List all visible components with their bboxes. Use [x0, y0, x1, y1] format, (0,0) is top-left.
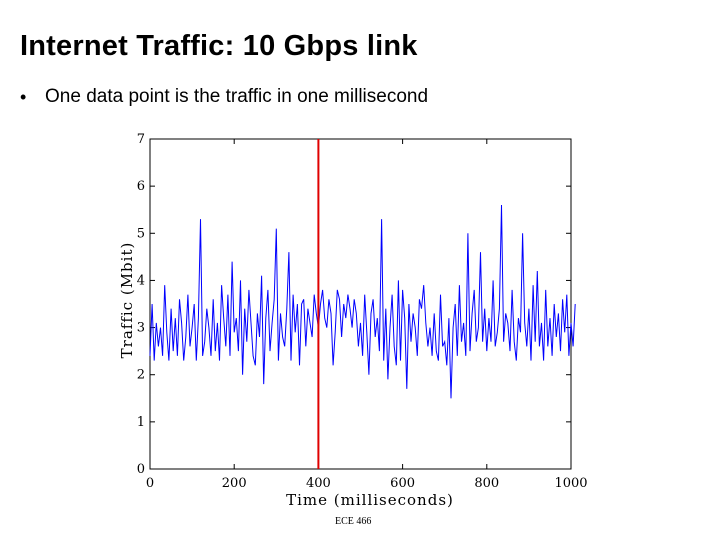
y-tick-label: 2 [137, 368, 145, 383]
x-tick-label: 400 [306, 476, 331, 491]
bullet-dot-icon: • [20, 86, 27, 107]
slide-title: Internet Traffic: 10 Gbps link [20, 30, 418, 62]
bullet-text: One data point is the traffic in one mil… [45, 86, 429, 107]
y-tick-label: 1 [137, 415, 145, 430]
x-tick-label: 800 [474, 476, 499, 491]
plot-frame [149, 138, 572, 470]
x-tick-label: 200 [222, 476, 247, 491]
y-tick-label: 5 [137, 226, 145, 241]
y-tick-label: 3 [137, 321, 145, 336]
bullet-point: • One data point is the traffic in one m… [20, 86, 428, 108]
y-tick-label: 7 [137, 132, 145, 147]
x-tick-label: 0 [146, 476, 154, 491]
y-axis-label: Traffic (Mbit) [118, 242, 136, 359]
y-tick-label: 0 [137, 462, 145, 477]
y-axis-ticks: 0 1 2 3 4 5 6 7 [137, 132, 571, 477]
x-tick-label: 1000 [554, 476, 587, 491]
y-tick-label: 6 [137, 179, 145, 194]
slide-footer: ECE 466 [335, 516, 372, 527]
series-line-traffic [149, 204, 576, 399]
x-axis-label: Time (milliseconds) [286, 491, 454, 509]
y-tick-label: 4 [137, 273, 145, 288]
x-tick-label: 600 [390, 476, 415, 491]
